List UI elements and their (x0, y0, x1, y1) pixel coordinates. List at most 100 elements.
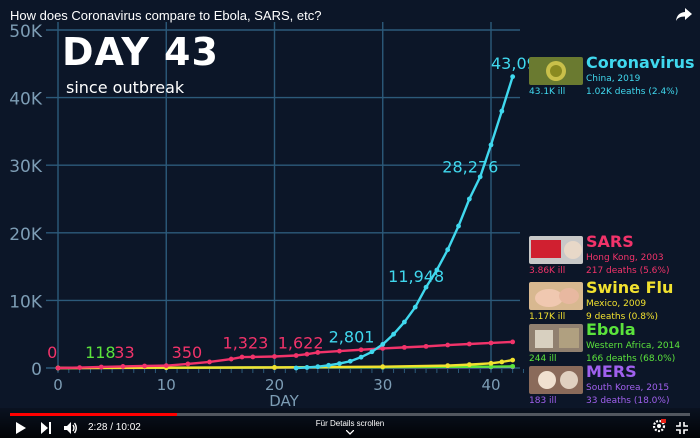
data-point-coronavirus (445, 247, 451, 253)
data-label: 118 (85, 343, 116, 362)
legend-sars-ill: 3.86K ill (529, 266, 566, 276)
data-point-sars (337, 348, 342, 354)
legend-sars-origin: Hong Kong, 2003 (586, 253, 664, 263)
data-point-swine-flu (488, 360, 494, 366)
legend-coronavirus: Coronavirus China, 2019 43.1K ill 1.02K … (528, 53, 700, 103)
data-point-ebola (510, 363, 516, 369)
legend-ebola-ill: 244 ill (529, 354, 557, 364)
x-tick-label: 0 (53, 376, 63, 394)
data-label: 11,948 (388, 267, 444, 286)
data-label: 2,801 (329, 327, 375, 346)
mers-thumbnail (529, 366, 583, 394)
data-label: 350 (172, 343, 203, 362)
legend-mers-deaths: 33 deaths (18.0%) (586, 396, 670, 406)
day-counter-title: DAY 43 (62, 30, 219, 74)
day-counter-subtitle: since outbreak (66, 78, 185, 97)
data-point-sars (358, 347, 364, 353)
data-point-swine-flu (510, 357, 516, 363)
data-point-coronavirus (369, 349, 375, 355)
data-point-sars (466, 341, 472, 347)
data-point-sars (304, 351, 310, 357)
video-title[interactable]: How does Coronavirus compare to Ebola, S… (10, 8, 322, 23)
data-point-coronavirus (412, 304, 418, 310)
data-point-coronavirus (304, 365, 310, 370)
data-label: 33 (114, 343, 134, 362)
data-point-sars (120, 364, 126, 369)
legend-swine-flu-origin: Mexico, 2009 (586, 299, 647, 309)
data-point-swine-flu (499, 359, 505, 365)
legend-coronavirus-origin: China, 2019 (586, 74, 641, 84)
data-point-sars (315, 350, 321, 355)
legend-swine-flu-name: Swine Flu (586, 278, 674, 297)
data-point-swine-flu (380, 364, 386, 370)
swine-flu-thumbnail (529, 282, 583, 310)
legend-sars-name: SARS (586, 232, 634, 251)
data-point-coronavirus (510, 74, 516, 80)
settings-gear-icon[interactable] (652, 418, 666, 437)
x-tick-label: 40 (481, 376, 500, 394)
data-point-sars (423, 343, 429, 349)
data-point-coronavirus (358, 354, 364, 360)
y-tick-label: 0 (31, 360, 42, 380)
data-point-swine-flu (466, 362, 472, 368)
data-point-sars (250, 354, 256, 360)
data-point-sars (445, 342, 451, 348)
data-point-sars (510, 339, 516, 345)
legend-swine-flu: Swine Flu Mexico, 2009 1.17K ill 9 death… (528, 278, 700, 328)
sars-thumbnail (529, 236, 583, 264)
data-point-ebola (488, 364, 494, 370)
legend-swine-flu-deaths: 9 deaths (0.8%) (586, 312, 659, 322)
data-point-sars (142, 363, 148, 369)
y-tick-label: 20K (9, 225, 43, 245)
legend-mers-origin: South Korea, 2015 (586, 383, 670, 393)
ebola-thumbnail (529, 324, 583, 352)
y-tick-label: 50K (9, 22, 43, 42)
data-point-sars (272, 354, 277, 359)
legend-coronavirus-deaths: 1.02K deaths (2.4%) (586, 87, 679, 97)
data-point-sars (293, 353, 299, 358)
data-label: 1,622 (278, 333, 324, 352)
progress-bar[interactable] (10, 413, 690, 416)
data-point-sars (228, 356, 234, 362)
data-point-sars (185, 361, 191, 367)
series-sars (55, 339, 516, 371)
data-point-sars (380, 345, 386, 351)
volume-icon[interactable] (64, 419, 78, 438)
skip-next-icon[interactable] (40, 419, 52, 438)
legend-mers: MERS South Korea, 2015 183 ill 33 deaths… (528, 362, 700, 412)
legend-coronavirus-ill: 43.1K ill (529, 87, 566, 97)
y-tick-label: 10K (9, 292, 43, 312)
data-point-coronavirus (423, 284, 429, 290)
data-point-sars (402, 344, 407, 350)
legend-mers-name: MERS (586, 362, 637, 381)
coronavirus-thumbnail (529, 57, 583, 85)
data-point-coronavirus (466, 196, 472, 202)
scroll-for-details-label: Für Details scrollen (315, 419, 385, 428)
axis-ticks: 0 10K 20K 30K 40K 50K 0 10 20 30 40 (9, 22, 500, 394)
data-point-coronavirus (456, 223, 461, 229)
data-point-swine-flu (272, 364, 277, 370)
legend-ebola-origin: Western Africa, 2014 (586, 341, 681, 351)
data-point-coronavirus (326, 362, 332, 368)
scroll-for-details[interactable]: Für Details scrollen (300, 419, 400, 437)
play-icon[interactable] (14, 419, 26, 438)
data-point-coronavirus (477, 174, 483, 180)
data-point-coronavirus (434, 267, 440, 273)
legend-ebola-deaths: 166 deaths (68.0%) (586, 354, 676, 364)
exit-fullscreen-icon[interactable] (676, 419, 688, 438)
data-label: 1,323 (223, 333, 269, 352)
legend-mers-ill: 183 ill (529, 396, 557, 406)
legend-ebola: Ebola Western Africa, 2014 244 ill 166 d… (528, 320, 700, 370)
share-arrow-icon[interactable] (676, 7, 692, 26)
data-point-sars (55, 365, 61, 371)
data-point-sars (98, 364, 104, 370)
data-point-sars (163, 363, 169, 369)
data-label: 28,276 (442, 158, 498, 177)
series-coronavirus (293, 74, 516, 371)
data-point-coronavirus (391, 331, 396, 337)
data-point-sars (77, 365, 83, 370)
y-tick-label: 40K (9, 90, 43, 110)
x-tick-label: 20 (265, 376, 284, 394)
data-point-sars (207, 359, 212, 365)
